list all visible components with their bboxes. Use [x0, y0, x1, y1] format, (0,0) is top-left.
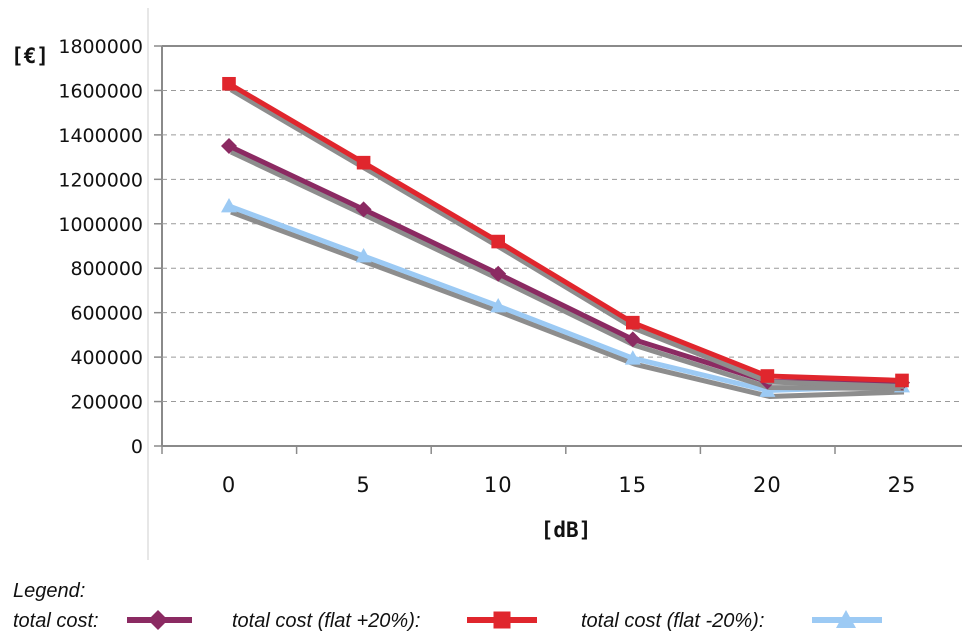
x-tick-label: 25	[888, 473, 917, 497]
data-point	[626, 315, 640, 330]
data-point	[221, 198, 237, 213]
plot-frame	[147, 8, 962, 560]
data-point	[895, 373, 909, 388]
y-tick-label: 400000	[70, 347, 143, 369]
legend: Legend: total cost: total cost (flat +20%…	[13, 580, 882, 632]
y-tick-label: 0	[131, 436, 143, 458]
series-shadow	[230, 209, 905, 399]
series-3	[221, 198, 910, 399]
legend-label: total cost (flat +20%):	[232, 610, 420, 632]
data-point	[624, 350, 641, 365]
x-tick-label: 20	[753, 473, 782, 497]
data-point	[221, 138, 237, 154]
legend-label: total cost:	[13, 610, 99, 632]
legend-label: total cost (flat -20%):	[581, 610, 764, 632]
series-line	[227, 81, 903, 383]
legend-marker	[148, 610, 168, 630]
legend-item-2: total cost (flat +20%):	[232, 610, 537, 632]
x-tick-labels: 0 5 10 15 20 25	[222, 473, 917, 497]
data-point	[624, 331, 641, 348]
series-shadow	[229, 87, 905, 389]
y-tick-label: 1600000	[58, 80, 143, 102]
series-line	[227, 143, 903, 386]
legend-entries: total cost: total cost (flat +20%): total …	[13, 610, 882, 632]
data-point	[491, 234, 505, 249]
series-layer	[221, 76, 910, 399]
data-point	[490, 265, 507, 282]
y-tick-label: 1400000	[58, 125, 143, 147]
legend-marker	[493, 611, 511, 629]
data-point	[759, 382, 776, 397]
legend-marker	[836, 610, 856, 628]
legend-item-1: total cost:	[13, 610, 192, 632]
x-tick-label: 0	[222, 473, 236, 497]
data-point	[356, 155, 371, 170]
x-tick-label: 5	[356, 473, 370, 497]
x-tick-label: 10	[484, 473, 513, 497]
y-tick-label: 800000	[70, 258, 143, 280]
x-axis-label: [dB]	[541, 518, 592, 542]
y-axis-label: [€]	[11, 44, 49, 68]
series-2	[222, 76, 909, 389]
legend-item-3: total cost (flat -20%):	[581, 610, 882, 632]
y-tick-label: 1800000	[58, 36, 143, 58]
y-tick-label: 1200000	[58, 169, 143, 191]
data-point	[355, 248, 372, 263]
data-point	[355, 201, 372, 218]
series-line	[228, 203, 903, 393]
y-tick-label: 200000	[70, 392, 143, 414]
y-tick-label: 600000	[70, 303, 143, 325]
y-tick-labels: 0 200000 400000 600000 800000 1000000 1200000 1…	[58, 36, 162, 458]
x-tick-label: 15	[618, 473, 647, 497]
data-point	[222, 76, 236, 91]
grid-lines	[162, 89, 962, 403]
legend-heading: Legend:	[13, 580, 85, 602]
data-point	[760, 369, 775, 383]
y-tick-label: 1000000	[58, 214, 143, 236]
series-shadow	[229, 149, 905, 392]
data-point	[490, 298, 507, 313]
series-1	[221, 138, 910, 392]
